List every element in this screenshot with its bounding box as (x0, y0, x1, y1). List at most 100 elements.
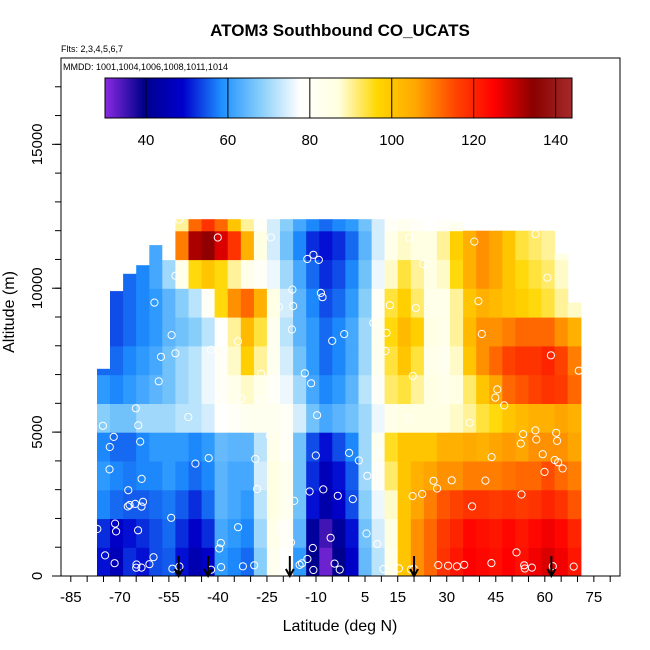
sample-marker (470, 237, 479, 246)
sample-marker (318, 293, 327, 302)
heatmap-cell (476, 288, 490, 318)
sample-marker (191, 459, 200, 468)
heatmap-cell (436, 230, 451, 261)
x-axis-tick-label: -85 (60, 589, 82, 606)
heatmap-cell (489, 288, 503, 318)
sample-marker (382, 328, 391, 337)
sample-marker (376, 396, 385, 405)
heatmap-cell (397, 230, 412, 261)
sample-marker (404, 414, 413, 423)
heatmap-cell (188, 374, 203, 404)
heatmap-cell (162, 345, 176, 376)
heatmap-cell (280, 489, 294, 520)
x-axis-tick-label: -55 (158, 589, 180, 606)
heatmap-cell (306, 489, 320, 520)
sample-marker (257, 369, 266, 378)
heatmap-cell (358, 219, 373, 232)
heatmap-cell (293, 403, 307, 433)
sample-marker (369, 318, 378, 328)
heatmap-cell (554, 547, 569, 576)
heatmap-cell (188, 489, 203, 520)
heatmap-cell (201, 219, 216, 232)
sample-marker (373, 540, 382, 549)
heatmap-cell (502, 230, 516, 261)
observation-markers (93, 215, 583, 575)
heatmap-cell (515, 518, 530, 548)
heatmap-cell (384, 403, 399, 433)
sample-marker (574, 366, 583, 375)
heatmap-cell (110, 460, 124, 491)
heatmap-cell (371, 259, 386, 289)
sample-marker (123, 502, 132, 511)
heatmap-cell (201, 288, 216, 318)
sample-marker (340, 330, 349, 339)
heatmap-cell (175, 219, 190, 232)
heatmap-cell (502, 259, 516, 289)
heatmap-cell (123, 518, 137, 548)
heatmap-cell (410, 345, 425, 376)
heatmap-cell (436, 432, 451, 462)
heatmap-cell (214, 518, 229, 548)
heatmap-cell (227, 230, 242, 261)
heatmap-cell (123, 432, 137, 462)
heatmap-cell (515, 259, 530, 289)
heatmap-cell (162, 374, 176, 404)
sample-marker (215, 544, 224, 553)
sample-marker (233, 337, 242, 346)
heatmap-cell (240, 547, 255, 576)
heatmap-cell (358, 547, 373, 576)
heatmap-cell (450, 317, 464, 347)
heatmap-cell (515, 345, 530, 376)
heatmap-cell (332, 259, 346, 289)
sample-marker (138, 497, 148, 506)
heatmap-cell (188, 403, 203, 433)
heatmap-cell (463, 460, 477, 491)
heatmap-cell (476, 230, 490, 261)
sample-marker (250, 561, 259, 570)
sample-marker (156, 352, 166, 361)
sample-marker (411, 304, 420, 313)
sample-marker (110, 559, 119, 568)
heatmap-cell (123, 403, 137, 433)
heatmap-cell (227, 219, 242, 232)
heatmap-cell (293, 259, 307, 289)
profile-arrows (173, 556, 557, 579)
heatmap-cell (214, 374, 229, 404)
heatmap-cell (227, 547, 242, 576)
heatmap-cell (188, 518, 203, 548)
heatmap-cell (136, 317, 150, 347)
heatmap-cell (319, 219, 333, 232)
heatmap-cell (253, 547, 268, 576)
heatmap-cell (371, 432, 386, 462)
heatmap-cell (541, 230, 556, 261)
heatmap-cell (306, 374, 320, 404)
heatmap-cell (97, 432, 111, 462)
sample-marker (171, 271, 180, 280)
heatmap-cell (162, 230, 176, 261)
heatmap-cell (384, 489, 399, 520)
heatmap-cell (240, 288, 255, 318)
sample-marker (253, 484, 262, 494)
heatmap-cell (476, 403, 490, 433)
heatmap-cell (227, 345, 242, 376)
heatmap-cell (227, 403, 242, 433)
heatmap-cell (358, 489, 373, 520)
heatmap-cell (502, 345, 516, 376)
sample-marker (307, 379, 316, 388)
heatmap-cell (397, 518, 412, 548)
sample-marker (500, 401, 509, 410)
heatmap-cell (476, 317, 490, 347)
heatmap-cell (214, 317, 229, 347)
heatmap-cell (554, 374, 569, 404)
heatmap-cell (541, 345, 556, 376)
heatmap-cell (554, 432, 569, 462)
heatmap-cell (397, 374, 412, 404)
sample-marker (101, 551, 110, 560)
heatmap-cell (371, 403, 386, 433)
heatmap-cell (293, 317, 307, 347)
heatmap-cell (240, 219, 255, 232)
sample-marker (546, 351, 556, 360)
heatmap-cell (450, 230, 464, 261)
heatmap-cell (97, 518, 111, 548)
heatmap-cell (175, 288, 190, 318)
